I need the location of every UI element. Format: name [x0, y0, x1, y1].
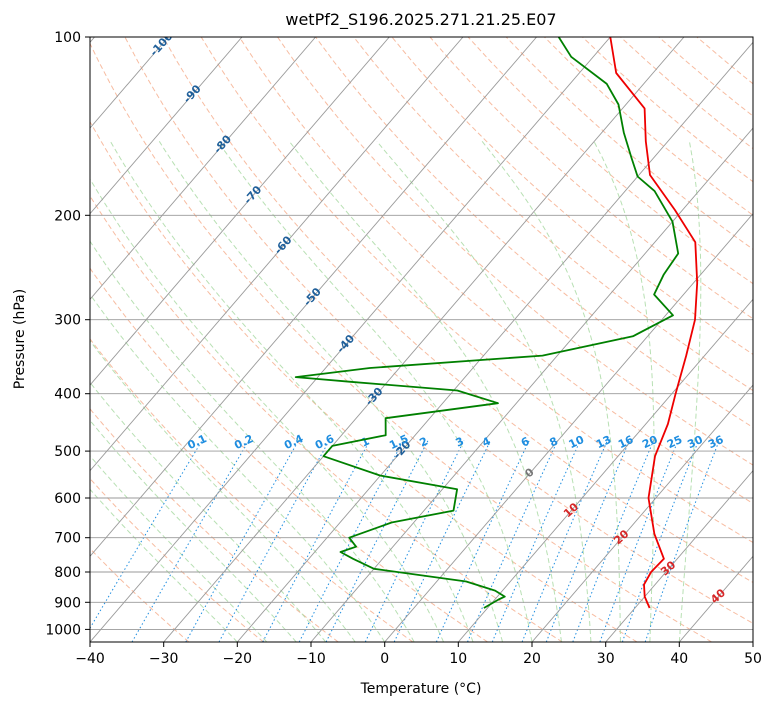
- x-tick-label: −10: [296, 651, 326, 667]
- dry-adiabat-line: [200, 37, 753, 544]
- x-tick-label: 50: [744, 651, 762, 667]
- dry-adiabat-line: [90, 267, 488, 642]
- y-axis-label: Pressure (hPa): [12, 289, 28, 389]
- temperature-profile-line: [609, 37, 699, 609]
- y-tick-label: 700: [54, 531, 81, 547]
- isotherm-line: [90, 37, 243, 215]
- mixing-ratio-line: [435, 440, 530, 642]
- mixing-ratio-label: 13: [594, 433, 613, 451]
- y-tick-label: 500: [54, 444, 81, 460]
- mixing-ratio-line: [521, 440, 608, 642]
- mixing-ratio-line: [467, 440, 559, 642]
- mixing-ratio-line: [185, 440, 299, 642]
- mixing-ratio-label: 25: [665, 433, 684, 451]
- dry-adiabat-line: [277, 37, 753, 466]
- y-tick-label: 800: [54, 565, 81, 581]
- y-tick-label: 400: [54, 387, 81, 403]
- mixing-ratio-line: [90, 440, 203, 630]
- isotherm-line: [384, 213, 753, 642]
- plot-frame: [89, 36, 754, 643]
- isotherm-line: [90, 37, 537, 557]
- mixing-ratio-label: 36: [706, 433, 726, 451]
- dry-adiabat-line: [124, 37, 753, 624]
- isotherm-line: [90, 37, 390, 386]
- x-tick-label: −40: [75, 651, 105, 667]
- isotherm-line: [752, 641, 753, 642]
- x-axis-label: Temperature (°C): [360, 681, 482, 697]
- mixing-ratio-label: 30: [685, 433, 705, 451]
- isotherm-line: [605, 470, 753, 642]
- x-tick-label: 40: [670, 651, 688, 667]
- isotherm-line: [310, 127, 753, 642]
- isotherm-line: [457, 298, 753, 642]
- x-tick-label: −20: [223, 651, 253, 667]
- x-tick-label: 30: [597, 651, 615, 667]
- dewpoint-profile-line: [294, 37, 680, 609]
- mixing-ratio-line: [131, 440, 250, 642]
- x-axis: −40 −30 −20 −10 0 10 20 30 40 50: [75, 642, 762, 667]
- isotherm-line: [531, 384, 753, 642]
- x-tick-label: 10: [449, 651, 467, 667]
- dry-adiabat-line: [90, 408, 339, 642]
- grid-layer: [90, 37, 753, 642]
- isotherm-line: [90, 37, 464, 472]
- mixing-ratio-label: 20: [640, 433, 660, 451]
- isotherm-line: [163, 37, 685, 642]
- dry-adiabat-line: [90, 477, 264, 642]
- x-tick-label: −30: [149, 651, 179, 667]
- x-tick-label: 20: [523, 651, 541, 667]
- plot-area: [90, 37, 753, 642]
- dry-adiabat-line: [238, 37, 753, 504]
- isotherm-line: [236, 41, 753, 642]
- dry-adiabat-line: [391, 37, 753, 355]
- dry-adiabat-line: [90, 42, 712, 642]
- mixing-ratio-label: 16: [616, 433, 636, 451]
- y-tick-label: 1000: [45, 622, 81, 638]
- mixing-ratio-line: [218, 440, 330, 642]
- y-axis: 100 200 300 400 500 600 700 800 900 1000: [45, 30, 90, 638]
- dry-adiabat-line: [353, 37, 753, 392]
- mixing-ratio-line: [325, 440, 429, 642]
- y-tick-label: 300: [54, 313, 81, 329]
- y-tick-label: 100: [54, 30, 81, 46]
- y-tick-label: 600: [54, 491, 81, 507]
- dry-adiabat-line: [162, 37, 753, 584]
- profile-series: [294, 37, 699, 609]
- mixing-ratio-label: 10: [567, 433, 587, 451]
- mixing-ratio-line: [621, 440, 699, 642]
- chart-title: wetPf2_S196.2025.271.21.25.E07: [285, 10, 556, 30]
- isotherm-line: [90, 37, 611, 642]
- y-tick-label: 900: [54, 595, 81, 611]
- mixing-ratio-line: [491, 440, 581, 642]
- y-tick-label: 200: [54, 208, 81, 224]
- dry-adiabat-line: [90, 120, 638, 642]
- mixing-ratio-line: [644, 440, 720, 642]
- isotherm-line: [90, 37, 316, 301]
- x-tick-label: 0: [380, 651, 389, 667]
